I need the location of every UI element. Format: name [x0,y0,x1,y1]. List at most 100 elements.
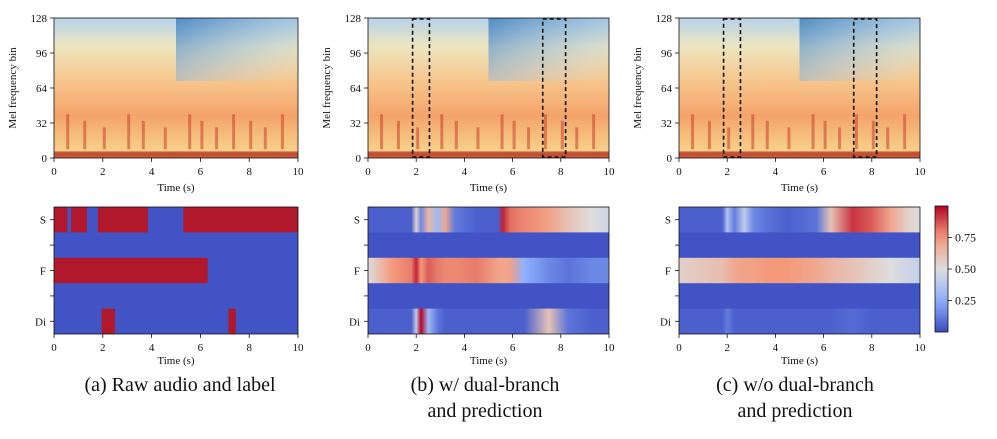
caption-a: (a) Raw audio and label [84,374,276,396]
spectrogram-streak [500,114,504,150]
spectrogram-b: 0 32 64 96 128 0 2 4 6 8 10 Time (s) Mel frequency b… [321,13,615,194]
x-tick-label: 0 [365,342,371,354]
x-axis-label: Time (s) [470,182,508,194]
colorbar-tick-label: 0.25 [955,294,976,308]
colorbar: 0.25 0.50 0.75 [934,205,976,333]
y-tick-label: 128 [656,13,673,25]
x-tick-label: 8 [869,342,875,354]
spectrogram-streak [787,127,791,150]
spectrogram-low-band [368,151,609,156]
x-tick-label: 2 [724,342,730,354]
spectrogram-streak [249,120,253,150]
y-tick-label: 0 [42,153,48,165]
spectrogram-streak [141,120,145,150]
caption-c-line2: and prediction [737,400,853,422]
row-label-di: Di [660,316,671,328]
spectrogram-streak [811,114,815,150]
row-label-s: S [40,215,46,227]
row-label-di: Di [35,316,46,328]
spectrogram-streak [454,120,458,150]
spectrogram-streak [765,120,769,150]
spectrogram-streak [871,120,875,150]
prediction-heatmap-b: S F Di 0 2 4 6 8 10 Time (s) [349,206,615,367]
x-tick-label: 0 [676,166,682,178]
x-tick-label: 2 [100,342,106,354]
spectrogram-streak [127,114,131,150]
spectrogram-streak [691,114,695,150]
colorbar-tick-label: 0.50 [955,262,976,276]
spectrogram-cool-region [176,18,298,81]
spectrogram-streak [575,127,579,150]
x-tick-label: 0 [676,342,682,354]
x-tick-label: 2 [413,342,419,354]
spectrogram-streak [476,127,480,150]
prediction-row-di [368,308,609,334]
x-tick-label: 6 [510,166,516,178]
x-axis-label: Time (s) [781,355,819,367]
y-tick-label: 128 [345,13,362,25]
spectrogram-streak [854,114,858,150]
spectrogram-streak [188,114,192,150]
x-tick-label: 6 [510,342,516,354]
x-tick-label: 4 [773,166,779,178]
spectrogram-streak [263,127,267,150]
row-label-s: S [665,215,671,227]
x-axis-label: Time (s) [157,355,195,367]
x-tick-label: 6 [198,342,204,354]
x-tick-label: 10 [915,166,927,178]
y-tick-label: 0 [667,153,673,165]
x-tick-label: 8 [246,342,252,354]
y-tick-label: 32 [36,118,47,130]
label-segment-s [183,207,298,233]
spectrogram-streak [592,114,596,150]
spectrogram-streak [838,127,842,150]
x-tick-label: 6 [198,166,204,178]
caption-c: (c) w/o dual-branch and prediction [650,372,940,424]
spectrogram-streak [886,127,890,150]
spectrogram-streak [707,120,711,150]
highlight-box [541,18,567,158]
label-segment-di [101,308,115,334]
x-tick-label: 4 [149,342,155,354]
x-tick-label: 4 [462,342,468,354]
highlight-box [852,18,878,158]
spectrogram-streak [396,120,400,150]
x-tick-label: 6 [821,166,827,178]
x-tick-label: 0 [51,166,57,178]
y-axis-label: Mel frequency bin [632,47,644,129]
y-tick-label: 32 [350,118,361,130]
x-tick-label: 0 [51,342,57,354]
spectrogram-streak [823,120,827,150]
colorbar-tick-label: 0.75 [955,231,976,245]
y-tick-label: 64 [350,83,362,95]
y-tick-label: 96 [350,48,362,60]
x-axis-label: Time (s) [470,355,508,367]
row-label-di: Di [349,316,360,328]
spectrogram-low-band [679,151,920,156]
x-tick-label: 10 [915,342,927,354]
x-tick-label: 10 [604,166,616,178]
x-tick-label: 4 [773,342,779,354]
y-tick-label: 0 [356,153,362,165]
label-heatmap-a: S F Di 0 2 4 6 8 10 Time (s) [35,206,305,367]
prediction-row-f [368,257,609,284]
y-axis-label: Mel frequency bin [321,47,333,129]
colorbar-gradient [934,205,949,333]
row-label-s: S [354,215,360,227]
x-tick-label: 10 [293,342,305,354]
caption-b-line2: and prediction [427,400,543,422]
spectrogram-streak [543,114,547,150]
spectrogram-streak [512,120,516,150]
x-axis-label: Time (s) [781,182,819,194]
x-axis-label: Time (s) [157,182,195,194]
spectrogram-streak [215,127,219,150]
spectrogram-streak [102,127,106,150]
y-axis-label: Mel frequency bin [7,47,19,129]
prediction-row-f [679,257,920,284]
caption-c-line1: (c) w/o dual-branch [716,374,874,396]
spectrogram-a: 0 32 64 96 128 0 2 4 6 8 10 Time (s) Mel frequency b… [7,13,304,194]
label-segment-f [54,257,208,284]
